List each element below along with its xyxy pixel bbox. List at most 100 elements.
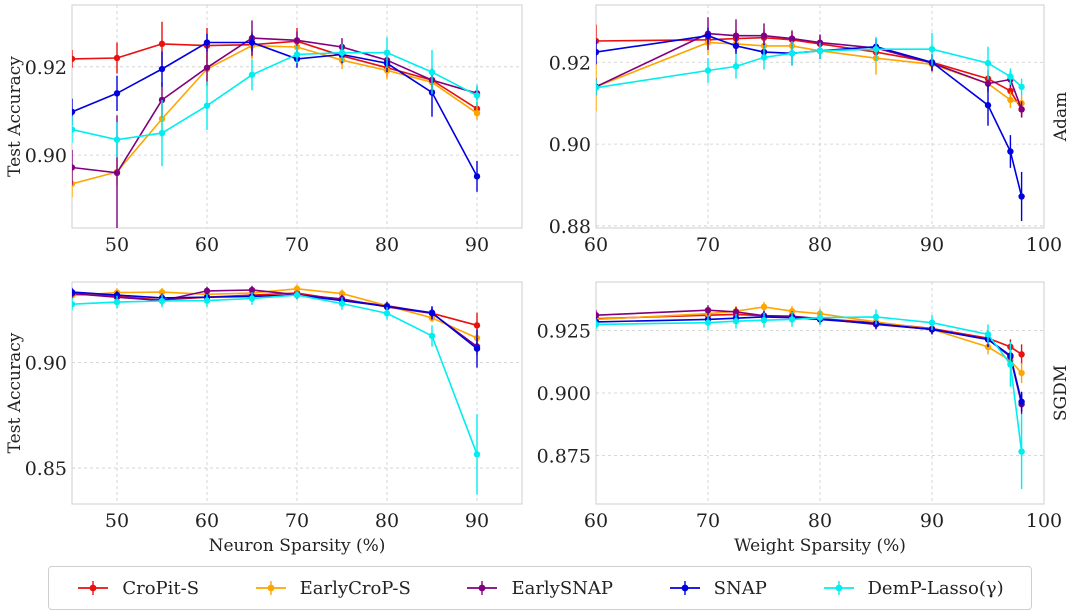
data-point (158, 129, 166, 137)
legend-item: SNAP (668, 578, 767, 599)
data-layer (596, 301, 1025, 490)
series-line (72, 44, 478, 185)
x-tick-label: 70 (696, 234, 720, 256)
data-point (113, 90, 121, 97)
data-point (596, 321, 600, 328)
data-point (760, 32, 768, 39)
data-point (984, 331, 992, 338)
legend-swatch (467, 581, 498, 595)
data-point (596, 311, 600, 319)
legend-marker (835, 584, 842, 592)
data-layer (596, 17, 1025, 222)
data-point (1007, 73, 1014, 80)
y-tick-label: 0.90 (549, 134, 591, 156)
data-point (788, 50, 796, 57)
data-point (1018, 83, 1025, 91)
data-point (984, 59, 992, 67)
data-point (816, 314, 824, 321)
y-tick-label: 0.90 (25, 352, 67, 374)
data-point (158, 40, 166, 48)
data-point (428, 68, 436, 76)
data-point (473, 451, 481, 458)
data-point (383, 303, 391, 310)
row-label: Adam (1051, 92, 1071, 142)
legend-swatch (669, 581, 700, 595)
data-point (383, 310, 391, 317)
series-line (72, 291, 478, 350)
data-point (113, 291, 121, 299)
data-layer (72, 20, 481, 228)
x-tick-label: 90 (920, 510, 944, 532)
data-point (72, 126, 76, 133)
data-point (72, 108, 76, 116)
data-point (1007, 148, 1014, 155)
data-point (732, 32, 740, 39)
data-point (1018, 369, 1025, 377)
legend-label: EarlySNAP (511, 577, 614, 599)
data-point (293, 51, 301, 58)
x-tick-label: 50 (105, 510, 129, 532)
data-point (158, 65, 166, 73)
data-point (248, 39, 256, 46)
data-point (1018, 398, 1025, 405)
series-demp-lasso- (596, 32, 1025, 96)
legend-marker (267, 584, 275, 592)
panel-weight-adam: 60 70 80 90 100 0.88 0.90 0.92 Adam (549, 4, 1071, 256)
data-point (203, 297, 211, 304)
data-point (203, 287, 211, 295)
y-tick-label: 0.90 (25, 145, 67, 167)
data-point (473, 322, 481, 329)
x-tick-label: 50 (105, 234, 129, 256)
data-point (1007, 87, 1014, 95)
y-axis-label: Test Accuracy (5, 56, 25, 177)
y-tick-label: 0.85 (25, 458, 67, 480)
legend-label: EarlyCroP-S (299, 577, 411, 599)
data-point (248, 71, 256, 78)
legend-marker (681, 584, 689, 592)
data-point (872, 45, 880, 53)
data-point (1018, 351, 1025, 358)
series-line (72, 51, 478, 141)
data-point (473, 173, 481, 180)
data-point (473, 92, 481, 99)
data-point (428, 309, 436, 316)
data-point (1018, 106, 1025, 113)
data-point (984, 80, 992, 87)
data-point (293, 285, 301, 292)
data-point (928, 45, 936, 53)
data-point (203, 39, 211, 46)
data-point (732, 308, 740, 316)
data-point (338, 49, 346, 56)
data-point (203, 102, 211, 109)
data-point (1007, 96, 1014, 104)
row-label: SGDM (1051, 365, 1071, 421)
x-tick-label: 60 (584, 234, 608, 256)
x-tick-label: 100 (1026, 510, 1062, 532)
x-axis-label: Neuron Sparsity (%) (209, 536, 386, 556)
series-line (72, 40, 478, 110)
data-point (473, 345, 481, 352)
data-point (704, 306, 712, 314)
data-point (338, 290, 346, 297)
legend-swatch (255, 581, 286, 595)
legend-label: DemP-Lasso(γ) (867, 577, 1004, 599)
data-point (984, 102, 992, 109)
data-point (72, 164, 76, 171)
data-point (113, 298, 121, 306)
x-tick-label: 60 (195, 234, 219, 256)
data-layer (72, 284, 481, 495)
x-tick-label: 80 (808, 510, 832, 532)
data-point (704, 67, 712, 74)
data-point (113, 54, 121, 62)
data-point (1007, 361, 1014, 368)
legend-label: CroPit-S (122, 577, 200, 599)
data-point (158, 288, 166, 296)
x-axis-label: Weight Sparsity (%) (734, 536, 906, 556)
y-tick-label: 0.900 (537, 383, 591, 405)
data-point (760, 54, 768, 61)
x-tick-label: 70 (285, 234, 309, 256)
data-point (788, 35, 796, 42)
series-demp-lasso- (596, 309, 1025, 490)
data-point (383, 49, 391, 56)
